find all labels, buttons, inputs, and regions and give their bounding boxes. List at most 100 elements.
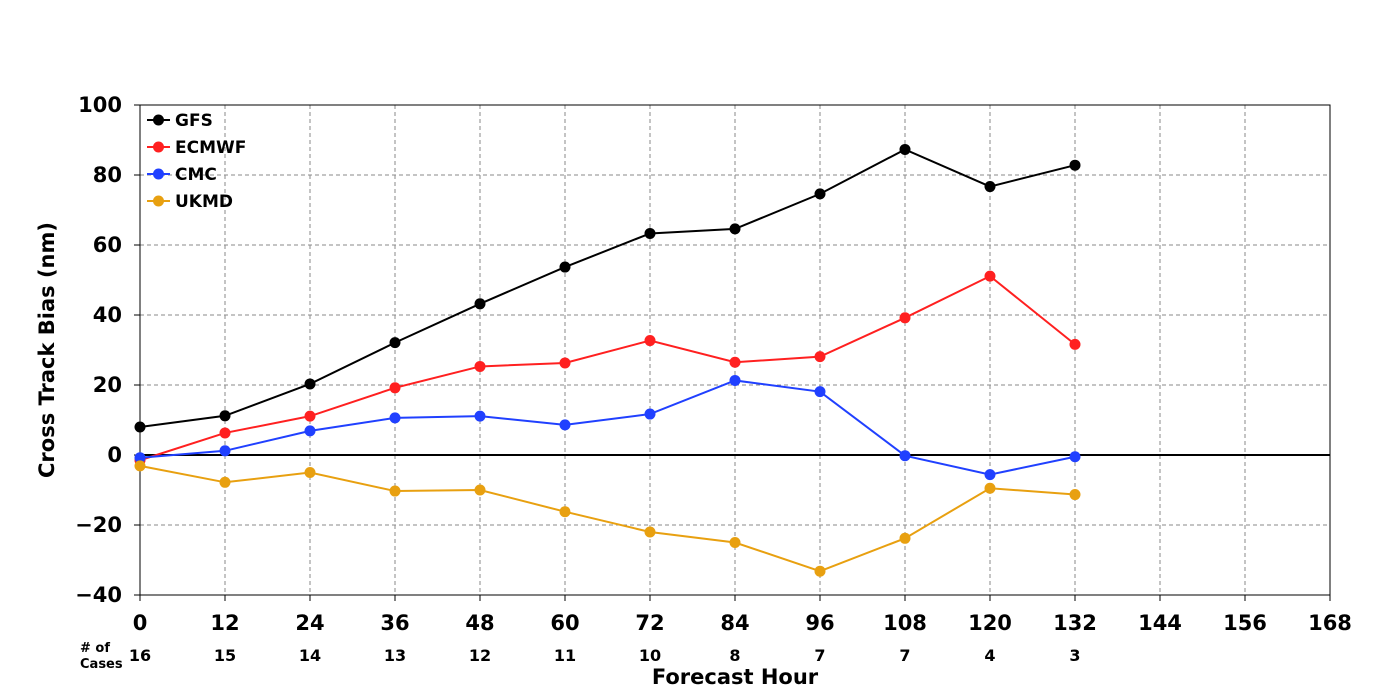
x-tick-label: 24 — [295, 611, 324, 635]
data-point-ecmwf — [304, 410, 316, 422]
data-point-gfs — [219, 410, 231, 422]
cases-label-line: # of — [80, 641, 110, 656]
data-point-ukmd — [559, 506, 571, 518]
x-tick-label: 84 — [720, 611, 749, 635]
data-point-cmc — [729, 374, 741, 386]
y-tick-label: 0 — [107, 443, 122, 467]
data-point-gfs — [644, 227, 656, 239]
legend-item-ecmwf: ECMWF — [147, 138, 246, 158]
axis-ticks: 0 12 24 36 48 60 72 84 96 108 120 132 144 156 168 100 80… — [75, 93, 1352, 635]
cases-row: # of Cases 16 15 14 13 12 11 10 8 7 7 4 3 — [80, 641, 1081, 672]
case-count: 7 — [814, 646, 825, 665]
cases-label-line: Cases — [80, 657, 123, 672]
x-tick-label: 48 — [465, 611, 494, 635]
data-point-cmc — [304, 425, 316, 437]
data-point-gfs — [389, 337, 401, 349]
data-point-gfs — [134, 421, 146, 433]
series-ecmwf — [134, 270, 1081, 466]
legend-item-ukmd: UKMD — [147, 192, 233, 212]
legend-item-cmc: CMC — [147, 165, 217, 185]
legend-marker — [153, 141, 164, 153]
legend-marker — [153, 168, 164, 180]
legend-label: UKMD — [175, 192, 233, 212]
cases-row-label: # of Cases — [80, 641, 123, 672]
y-tick-label: −40 — [75, 583, 122, 607]
data-point-ecmwf — [814, 351, 826, 363]
case-count: 10 — [639, 646, 661, 665]
data-point-cmc — [559, 419, 571, 431]
data-point-gfs — [984, 181, 996, 193]
data-point-cmc — [814, 386, 826, 398]
legend: GFS ECMWF CMC UKMD — [147, 111, 246, 212]
x-tick-label: 72 — [635, 611, 664, 635]
data-point-gfs — [474, 298, 486, 310]
x-axis-label: Forecast Hour — [652, 665, 819, 689]
case-count: 14 — [299, 646, 321, 665]
y-axis-label: Cross Track Bias (nm) — [35, 222, 59, 478]
y-tick-label: 20 — [93, 373, 122, 397]
x-tick-label: 132 — [1053, 611, 1097, 635]
x-tick-label: 168 — [1308, 611, 1352, 635]
data-point-ecmwf — [559, 357, 571, 369]
data-point-ecmwf — [389, 382, 401, 394]
data-point-cmc — [219, 445, 231, 457]
y-tick-label: 40 — [93, 303, 122, 327]
data-point-cmc — [389, 412, 401, 424]
data-point-ecmwf — [474, 360, 486, 372]
series-group — [134, 143, 1081, 577]
data-point-ecmwf — [899, 312, 911, 324]
x-tick-label: 0 — [133, 611, 148, 635]
x-tick-label: 12 — [210, 611, 239, 635]
data-point-ukmd — [474, 484, 486, 496]
data-point-ukmd — [984, 482, 996, 494]
y-tick-label: 80 — [93, 163, 122, 187]
data-point-ukmd — [304, 467, 316, 478]
x-tick-label: 120 — [968, 611, 1012, 635]
data-point-cmc — [984, 469, 996, 481]
case-count: 3 — [1069, 646, 1080, 665]
data-point-ecmwf — [1069, 338, 1081, 350]
y-tick-label: 100 — [78, 93, 122, 117]
case-count: 13 — [384, 646, 406, 665]
data-point-ukmd — [219, 476, 231, 488]
data-point-ecmwf — [644, 335, 656, 347]
data-point-gfs — [1069, 159, 1081, 171]
data-point-cmc — [474, 410, 486, 422]
case-count: 4 — [984, 646, 995, 665]
x-tick-label: 36 — [380, 611, 409, 635]
data-point-gfs — [814, 188, 826, 200]
case-count: 7 — [899, 646, 910, 665]
legend-item-gfs: GFS — [147, 111, 213, 131]
data-point-ukmd — [899, 532, 911, 544]
data-point-gfs — [304, 378, 316, 390]
series-line-ecmwf — [139, 274, 1076, 462]
series-line-gfs — [139, 148, 1076, 428]
data-point-cmc — [134, 452, 146, 464]
x-tick-label: 96 — [805, 611, 834, 635]
case-count: 15 — [214, 646, 236, 665]
legend-label: GFS — [175, 111, 213, 131]
x-tick-label: 60 — [550, 611, 579, 635]
data-point-ukmd — [814, 565, 826, 577]
x-tick-label: 108 — [883, 611, 927, 635]
data-point-gfs — [729, 223, 741, 235]
data-point-ecmwf — [219, 427, 231, 439]
data-point-ukmd — [729, 537, 741, 548]
case-count: 16 — [129, 646, 151, 665]
series-ukmd — [134, 460, 1081, 577]
case-count: 8 — [729, 646, 740, 665]
legend-label: ECMWF — [175, 138, 246, 158]
data-point-gfs — [899, 143, 911, 155]
data-point-cmc — [644, 408, 656, 420]
case-count: 12 — [469, 646, 491, 665]
data-point-cmc — [1069, 451, 1081, 463]
series-gfs — [134, 143, 1081, 433]
series-line-ukmd — [139, 464, 1076, 573]
data-point-gfs — [559, 261, 571, 273]
data-point-ukmd — [134, 460, 146, 472]
legend-label: CMC — [175, 165, 217, 185]
y-tick-label: −20 — [75, 513, 122, 537]
data-point-ukmd — [1069, 489, 1081, 501]
series-line-cmc — [139, 379, 1076, 476]
case-count: 11 — [554, 646, 576, 665]
